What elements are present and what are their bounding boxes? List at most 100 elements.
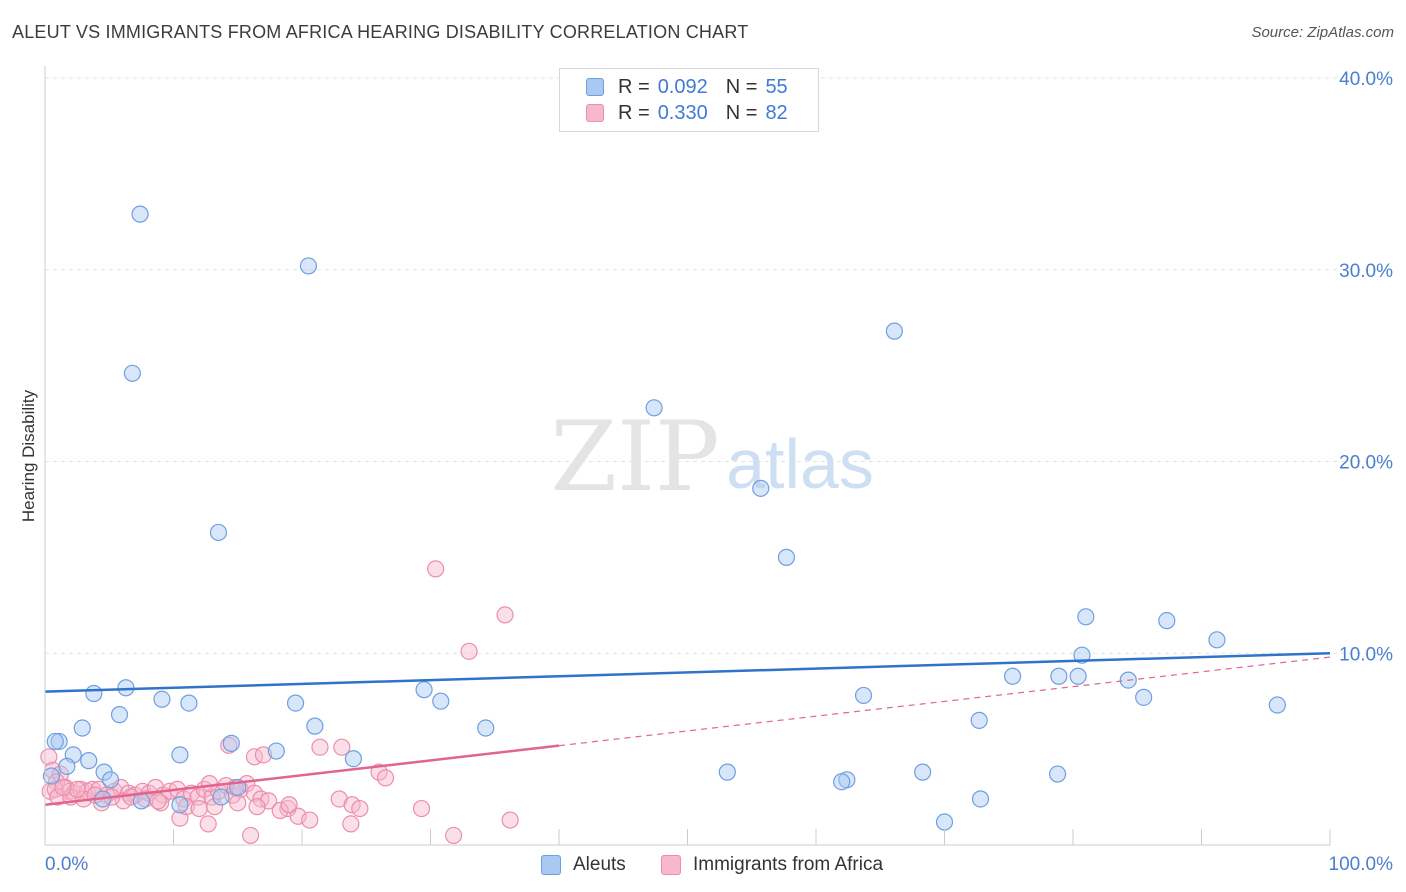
legend-r-value-aleut: 0.092 xyxy=(657,75,708,98)
legend-r-label: R = xyxy=(618,75,650,98)
legend-swatch-africa-bottom xyxy=(661,855,681,875)
aleut-point-13 xyxy=(1050,667,1068,685)
africa-point-71 xyxy=(248,798,266,816)
watermark: ZIP atlas xyxy=(550,401,874,513)
aleut-point-24 xyxy=(286,694,305,712)
africa-point-8 xyxy=(370,763,388,781)
legend-item-africa[interactable]: Immigrants from Africa xyxy=(661,852,883,878)
aleut-point-27 xyxy=(110,706,129,724)
africa-point-1 xyxy=(496,606,514,624)
aleut-point-14 xyxy=(1069,667,1087,685)
africa-point-81 xyxy=(54,778,72,797)
africa-point-59 xyxy=(301,811,319,829)
y-tick-label-40: 40.0% xyxy=(1339,69,1393,90)
aleut-point-11 xyxy=(1073,646,1091,664)
y-tick-label-10: 10.0% xyxy=(1339,644,1393,665)
correlation-legend: R = 0.092 N = 55 R = 0.330 N = 82 xyxy=(559,68,819,132)
aleut-point-4 xyxy=(645,399,663,417)
legend-n-label: N = xyxy=(725,101,758,124)
aleut-point-43 xyxy=(718,763,736,781)
africa-point-68 xyxy=(190,799,208,818)
africa-point-53 xyxy=(412,799,431,818)
aleut-point-6 xyxy=(777,548,796,566)
trend-line-africa-extension xyxy=(558,656,1331,747)
aleut-point-49 xyxy=(935,813,954,831)
watermark-atlas: atlas xyxy=(726,425,874,503)
aleut-point-29 xyxy=(477,719,495,737)
y-tick-label-20: 20.0% xyxy=(1339,453,1393,474)
aleut-point-23 xyxy=(180,694,198,712)
legend-label-africa: Immigrants from Africa xyxy=(693,854,884,875)
aleut-point-42 xyxy=(101,771,120,789)
aleut-point-52 xyxy=(212,788,230,806)
series-legend: Aleuts Immigrants from Africa xyxy=(0,852,1406,878)
africa-point-72 xyxy=(271,801,289,820)
africa-point-52 xyxy=(342,815,360,833)
aleut-point-8 xyxy=(1077,608,1095,626)
legend-n-label: N = xyxy=(725,75,758,98)
africa-point-54 xyxy=(501,811,519,829)
africa-point-3 xyxy=(220,736,238,754)
aleut-point-22 xyxy=(153,690,171,708)
africa-point-5 xyxy=(254,746,273,764)
africa-point-60 xyxy=(49,788,67,806)
trend-lines xyxy=(44,652,1331,806)
x-tick-label-min: 0.0% xyxy=(45,854,88,875)
aleut-point-16 xyxy=(1268,696,1286,714)
africa-point-67 xyxy=(177,798,195,816)
aleut-point-20 xyxy=(85,684,103,703)
africa-point-76 xyxy=(149,792,167,810)
africa-point-6 xyxy=(311,738,329,756)
aleut-point-34 xyxy=(222,734,240,752)
aleut-point-9 xyxy=(1158,612,1176,630)
aleut-point-51 xyxy=(171,796,189,814)
aleut-point-41 xyxy=(42,767,61,785)
aleut-point-45 xyxy=(1048,765,1067,783)
y-tick-label-30: 30.0% xyxy=(1339,261,1393,282)
aleut-point-44 xyxy=(914,763,932,781)
aleut-point-28 xyxy=(306,717,324,735)
watermark-zip: ZIP xyxy=(550,401,719,513)
legend-item-aleuts[interactable]: Aleuts xyxy=(541,852,626,878)
africa-point-55 xyxy=(445,826,463,845)
aleut-point-32 xyxy=(46,732,64,751)
africa-point-0 xyxy=(427,560,445,578)
aleut-point-26 xyxy=(432,692,450,710)
legend-n-value-africa: 82 xyxy=(765,101,788,124)
source-label[interactable]: Source: ZipAtlas.com xyxy=(1251,24,1394,41)
aleut-point-5 xyxy=(752,479,770,497)
aleut-point-18 xyxy=(854,686,873,705)
aleut-point-35 xyxy=(267,742,285,760)
x-tick-label-max: 100.0% xyxy=(1329,854,1394,875)
series-aleut-points xyxy=(42,205,1286,831)
legend-row-aleut: R = 0.092 N = 55 xyxy=(586,75,788,99)
africa-point-9 xyxy=(376,769,395,787)
legend-r-label: R = xyxy=(618,101,650,124)
africa-point-7 xyxy=(333,738,351,756)
aleut-point-3 xyxy=(885,322,903,340)
aleut-point-37 xyxy=(344,750,362,768)
legend-swatch-aleuts xyxy=(541,855,561,875)
africa-point-38 xyxy=(203,788,221,806)
trend-line-aleut xyxy=(44,652,1331,693)
trend-line-africa xyxy=(44,744,560,806)
africa-point-75 xyxy=(200,775,219,793)
africa-point-69 xyxy=(206,798,224,816)
aleut-point-2 xyxy=(123,364,141,382)
africa-point-70 xyxy=(229,794,247,812)
africa-point-57 xyxy=(199,815,217,833)
africa-point-80 xyxy=(68,780,86,798)
legend-swatch-aleut xyxy=(586,78,604,96)
africa-point-51 xyxy=(351,799,369,818)
aleut-point-48 xyxy=(971,790,990,808)
aleut-point-36 xyxy=(171,746,189,764)
chart-title: ALEUT VS IMMIGRANTS FROM AFRICA HEARING … xyxy=(12,22,749,42)
legend-row-africa: R = 0.330 N = 82 xyxy=(586,101,788,125)
legend-n-value-aleut: 55 xyxy=(765,75,788,98)
aleut-point-10 xyxy=(1208,631,1226,649)
aleut-point-1 xyxy=(299,257,318,275)
y-axis-label: Hearing Disability xyxy=(19,389,38,522)
africa-point-44 xyxy=(245,784,264,802)
grid-lines xyxy=(45,77,1390,654)
